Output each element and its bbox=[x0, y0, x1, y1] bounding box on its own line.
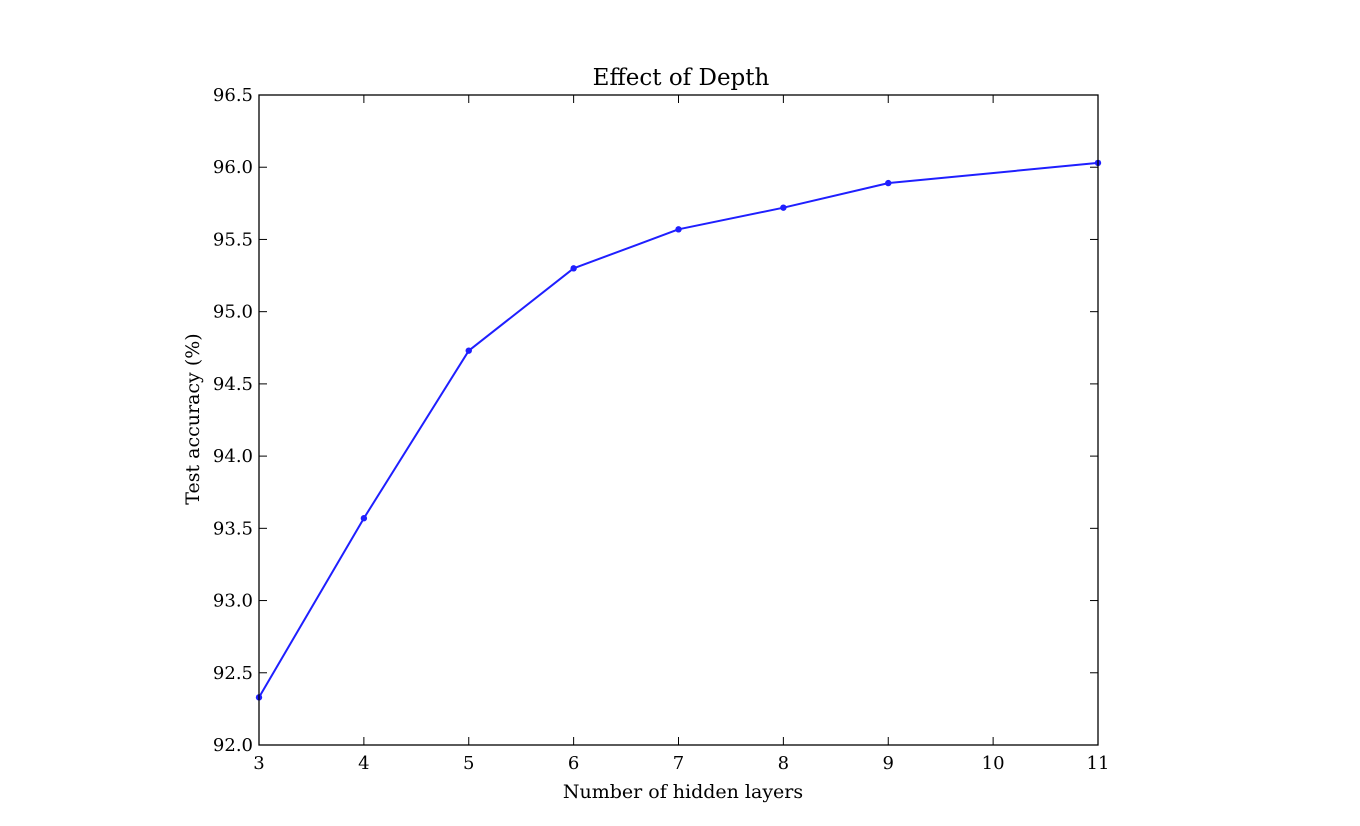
x-tick-label: 8 bbox=[778, 753, 789, 774]
series-line bbox=[258, 161, 1099, 698]
data-point bbox=[675, 226, 682, 233]
x-tick-label: 6 bbox=[568, 753, 579, 774]
x-tick-label: 9 bbox=[883, 753, 894, 774]
x-axis-label: Number of hidden layers bbox=[563, 781, 803, 803]
x-tick-label: 5 bbox=[463, 753, 474, 774]
y-tick-label: 95.5 bbox=[213, 229, 253, 250]
y-tick-label: 92.5 bbox=[213, 663, 253, 684]
x-tick-label: 7 bbox=[673, 753, 684, 774]
plot-frame bbox=[258, 94, 1099, 746]
y-tick-label: 93.0 bbox=[213, 591, 253, 612]
y-tick-label: 94.0 bbox=[213, 446, 253, 467]
data-point bbox=[360, 515, 368, 522]
y-tick-label: 96.0 bbox=[213, 157, 253, 178]
x-axis: 3 4 5 6 7 8 9 10 11 bbox=[253, 95, 1109, 774]
y-tick-label: 95.0 bbox=[213, 302, 253, 323]
data-point bbox=[465, 347, 472, 354]
x-tick-label: 10 bbox=[982, 753, 1005, 774]
chart-title: Effect of Depth bbox=[593, 65, 770, 91]
y-tick-label: 92.0 bbox=[213, 735, 253, 756]
y-tick-label: 96.5 bbox=[213, 85, 253, 106]
y-tick-label: 93.5 bbox=[213, 518, 253, 539]
x-tick-label: 3 bbox=[253, 753, 264, 774]
y-axis: 92.0 92.5 93.0 93.5 94.0 94.5 95.0 95.5 96.0 96.5 bbox=[213, 85, 1098, 756]
x-tick-label: 11 bbox=[1087, 753, 1110, 774]
x-tick-label: 4 bbox=[358, 753, 369, 774]
y-axis-label: Test accuracy (%) bbox=[182, 333, 204, 504]
series-layer bbox=[255, 159, 1102, 701]
data-point bbox=[885, 179, 892, 187]
data-point bbox=[780, 204, 787, 211]
y-tick-label: 94.5 bbox=[213, 374, 253, 395]
data-point bbox=[570, 265, 577, 272]
